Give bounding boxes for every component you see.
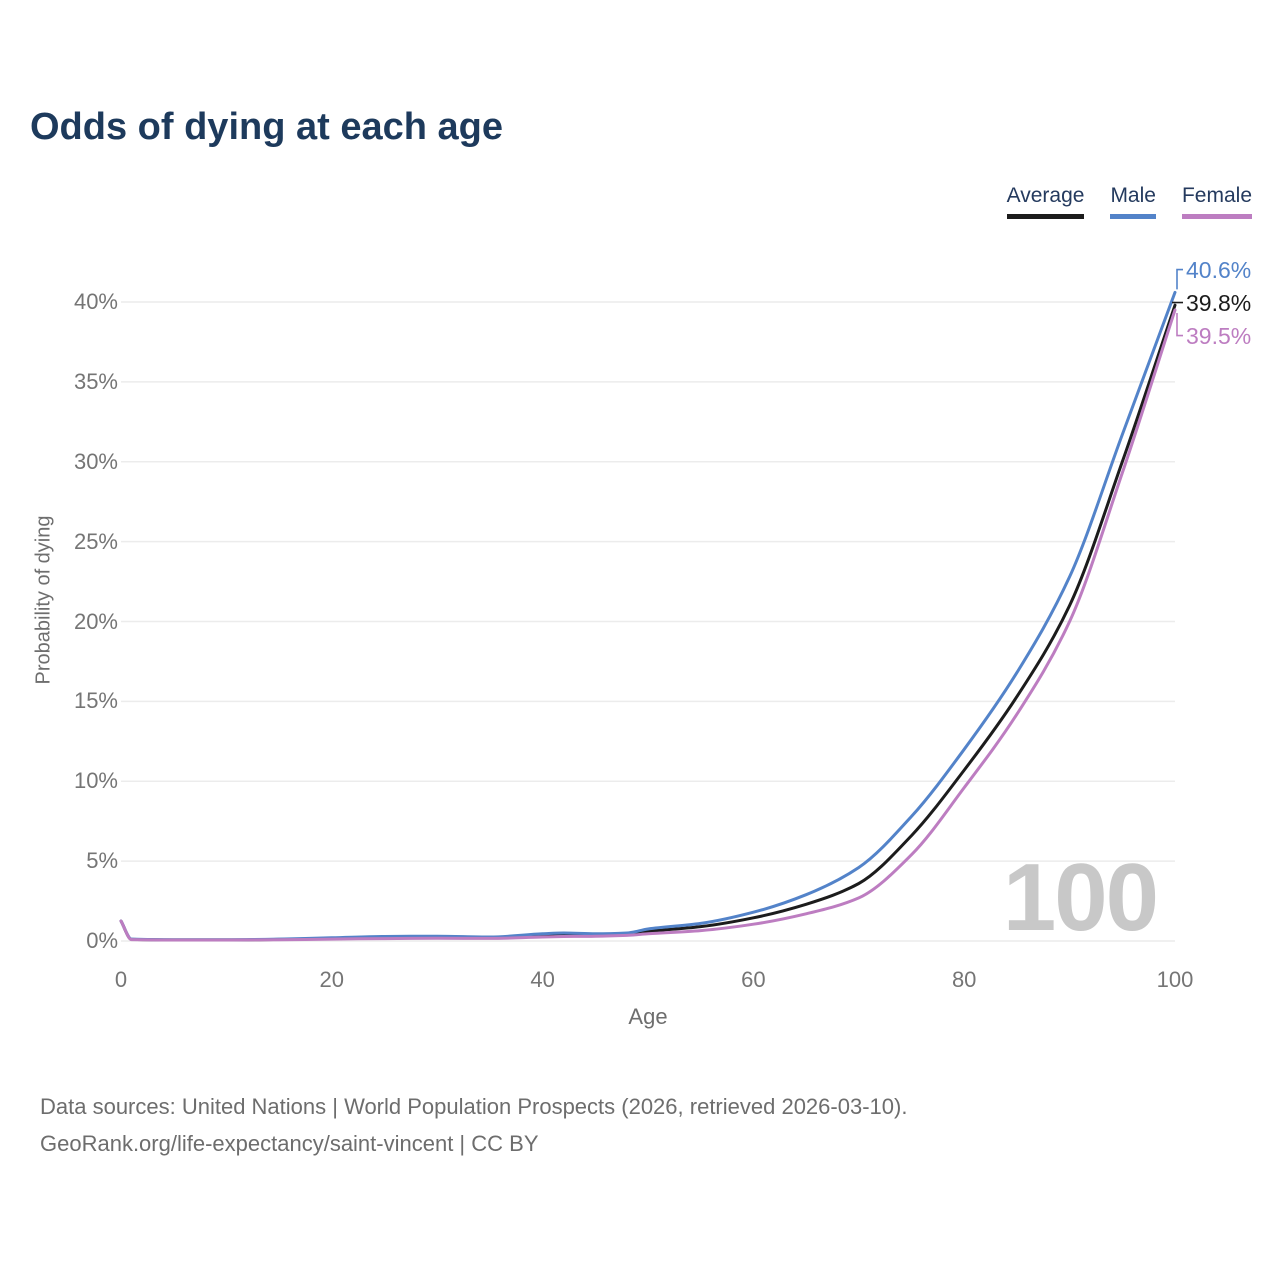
- y-tick-label: 25%: [73, 528, 118, 554]
- y-tick-label: 35%: [73, 368, 118, 394]
- x-axis-title: Age: [628, 1004, 668, 1029]
- x-tick-label: 40: [530, 967, 555, 992]
- x-tick-label: 20: [319, 967, 345, 992]
- legend-item-male[interactable]: Male: [1110, 184, 1156, 219]
- watermark-label: 100: [1002, 844, 1159, 951]
- end-label-connector-female: [1176, 312, 1183, 337]
- x-tick-label: 100: [1156, 967, 1194, 992]
- y-tick-label: 30%: [73, 448, 118, 474]
- y-tick-label: 10%: [73, 768, 118, 794]
- page-title: Odds of dying at each age: [30, 106, 503, 148]
- end-label-female: 39.5%: [1186, 322, 1252, 349]
- legend-item-female[interactable]: Female: [1181, 184, 1252, 219]
- series-line-male[interactable]: [119, 290, 1177, 942]
- x-tick-label: 80: [951, 967, 977, 992]
- end-label-male: 40.6%: [1186, 256, 1252, 283]
- y-tick-label: 20%: [73, 608, 118, 634]
- end-label-average: 39.8%: [1186, 289, 1252, 316]
- footer: Data sources: United Nations | World Pop…: [40, 1088, 907, 1162]
- x-tick-label: 0: [114, 967, 128, 992]
- series-line-female[interactable]: [119, 308, 1177, 942]
- footer-line-1: Data sources: United Nations | World Pop…: [40, 1094, 908, 1119]
- y-tick-label: 40%: [73, 289, 118, 314]
- y-tick-label: 5%: [86, 848, 118, 874]
- end-label-connector-male: [1176, 268, 1183, 290]
- y-axis-title: Probability of dying: [32, 515, 55, 685]
- y-tick-label: 0%: [86, 928, 118, 953]
- y-tick-label: 15%: [73, 688, 118, 714]
- footer-line-2: GeoRank.org/life-expectancy/saint-vincen…: [40, 1131, 539, 1156]
- legend-item-average[interactable]: Average: [1006, 184, 1085, 219]
- legend: Average Male Female: [1006, 184, 1252, 219]
- x-tick-label: 60: [741, 967, 766, 992]
